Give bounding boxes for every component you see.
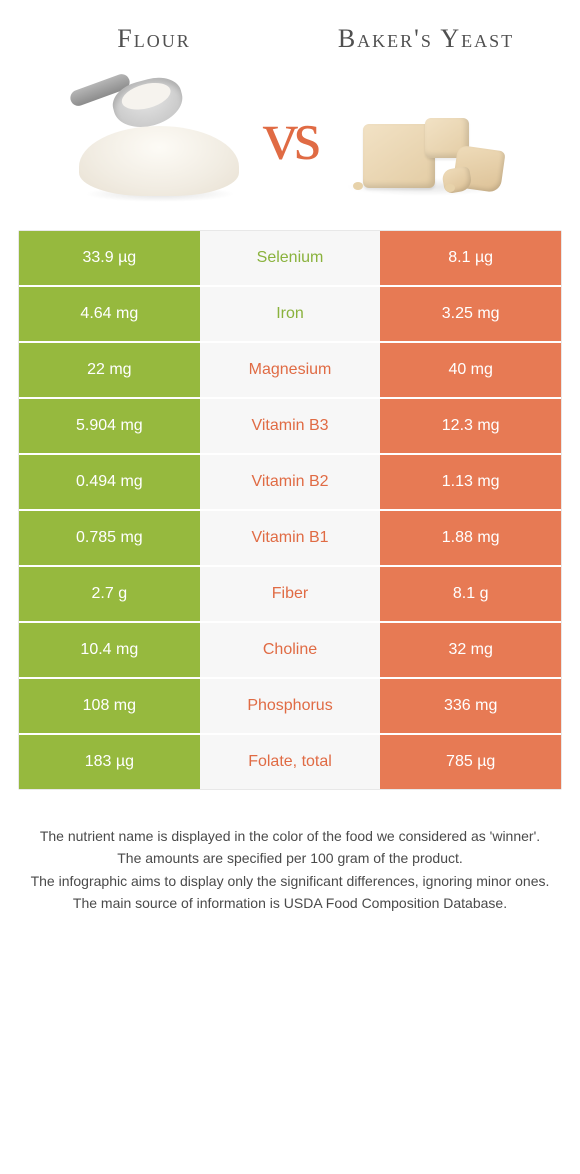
nutrient-name-cell: Selenium <box>200 231 381 285</box>
footnote-line: The amounts are specified per 100 gram o… <box>26 848 554 868</box>
left-value-cell: 22 mg <box>19 343 200 397</box>
footnotes: The nutrient name is displayed in the co… <box>18 826 562 913</box>
left-value-cell: 10.4 mg <box>19 623 200 677</box>
right-value-cell: 1.88 mg <box>380 511 561 565</box>
right-value-cell: 336 mg <box>380 679 561 733</box>
left-value-cell: 33.9 µg <box>19 231 200 285</box>
nutrient-name-cell: Phosphorus <box>200 679 381 733</box>
nutrient-name-cell: Folate, total <box>200 735 381 789</box>
vs-label: vs <box>263 97 317 177</box>
right-value-cell: 8.1 µg <box>380 231 561 285</box>
right-value-cell: 40 mg <box>380 343 561 397</box>
left-value-cell: 4.64 mg <box>19 287 200 341</box>
right-value-cell: 12.3 mg <box>380 399 561 453</box>
right-value-cell: 3.25 mg <box>380 287 561 341</box>
nutrient-name-cell: Vitamin B3 <box>200 399 381 453</box>
table-row: 183 µgFolate, total785 µg <box>19 735 561 789</box>
table-row: 22 mgMagnesium40 mg <box>19 343 561 399</box>
nutrient-name-cell: Choline <box>200 623 381 677</box>
left-value-cell: 108 mg <box>19 679 200 733</box>
footnote-line: The infographic aims to display only the… <box>26 871 554 891</box>
right-value-cell: 785 µg <box>380 735 561 789</box>
table-row: 33.9 µgSelenium8.1 µg <box>19 231 561 287</box>
nutrient-name-cell: Vitamin B1 <box>200 511 381 565</box>
right-value-cell: 8.1 g <box>380 567 561 621</box>
nutrient-name-cell: Vitamin B2 <box>200 455 381 509</box>
yeast-image <box>335 72 515 202</box>
left-value-cell: 0.785 mg <box>19 511 200 565</box>
footnote-line: The main source of information is USDA F… <box>26 893 554 913</box>
table-row: 0.494 mgVitamin B21.13 mg <box>19 455 561 511</box>
left-value-cell: 0.494 mg <box>19 455 200 509</box>
flour-image <box>65 72 245 202</box>
left-food-title: Flour <box>18 24 290 54</box>
table-row: 108 mgPhosphorus336 mg <box>19 679 561 735</box>
hero-row: vs <box>18 72 562 202</box>
table-row: 10.4 mgCholine32 mg <box>19 623 561 679</box>
nutrient-name-cell: Fiber <box>200 567 381 621</box>
nutrient-name-cell: Iron <box>200 287 381 341</box>
right-value-cell: 1.13 mg <box>380 455 561 509</box>
table-row: 4.64 mgIron3.25 mg <box>19 287 561 343</box>
nutrient-name-cell: Magnesium <box>200 343 381 397</box>
nutrient-table: 33.9 µgSelenium8.1 µg4.64 mgIron3.25 mg2… <box>18 230 562 790</box>
table-row: 5.904 mgVitamin B312.3 mg <box>19 399 561 455</box>
right-value-cell: 32 mg <box>380 623 561 677</box>
left-value-cell: 2.7 g <box>19 567 200 621</box>
title-row: Flour Baker's Yeast <box>18 24 562 54</box>
right-food-title: Baker's Yeast <box>290 24 562 54</box>
table-row: 0.785 mgVitamin B11.88 mg <box>19 511 561 567</box>
left-value-cell: 183 µg <box>19 735 200 789</box>
left-value-cell: 5.904 mg <box>19 399 200 453</box>
table-row: 2.7 gFiber8.1 g <box>19 567 561 623</box>
footnote-line: The nutrient name is displayed in the co… <box>26 826 554 846</box>
